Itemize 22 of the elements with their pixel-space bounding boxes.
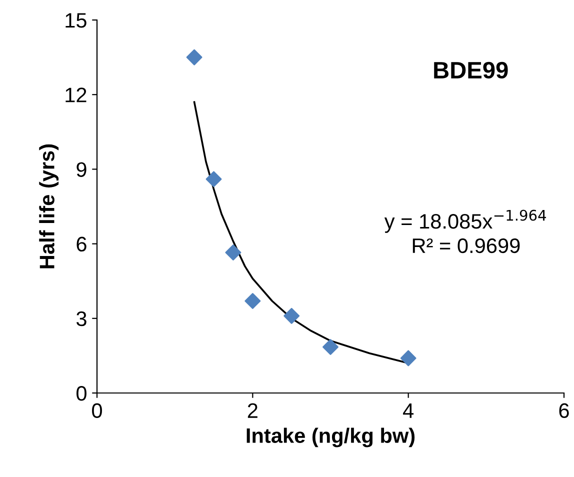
point — [322, 339, 338, 355]
point — [225, 244, 242, 260]
y-tick-label: 0 — [76, 386, 86, 401]
y-tick-label: 6 — [76, 236, 86, 252]
point — [400, 350, 416, 366]
x-tick-label: 4 — [403, 403, 414, 418]
y-tick-label: 3 — [76, 311, 86, 326]
point — [244, 293, 261, 309]
y-tick-label: 12 — [66, 88, 86, 102]
point — [186, 49, 202, 66]
point — [206, 171, 222, 188]
x-axis-title: Intake (ng/kg bw) — [246, 428, 415, 448]
x-tick-label: 0 — [92, 403, 102, 418]
point — [284, 308, 300, 324]
x-tick-label: 2 — [248, 403, 258, 418]
y-tick-label: 15 — [66, 13, 86, 28]
y-tick-label: 9 — [76, 162, 86, 177]
y-axis-title: Half life (yrs) — [39, 144, 59, 268]
text: BDE99 — [434, 62, 508, 79]
annotation: y = 18.085x$^{−1.964}$ — [384, 210, 546, 233]
x-tick-label: 6 — [559, 403, 569, 418]
annotation: R² = 0.9699 — [412, 238, 520, 254]
